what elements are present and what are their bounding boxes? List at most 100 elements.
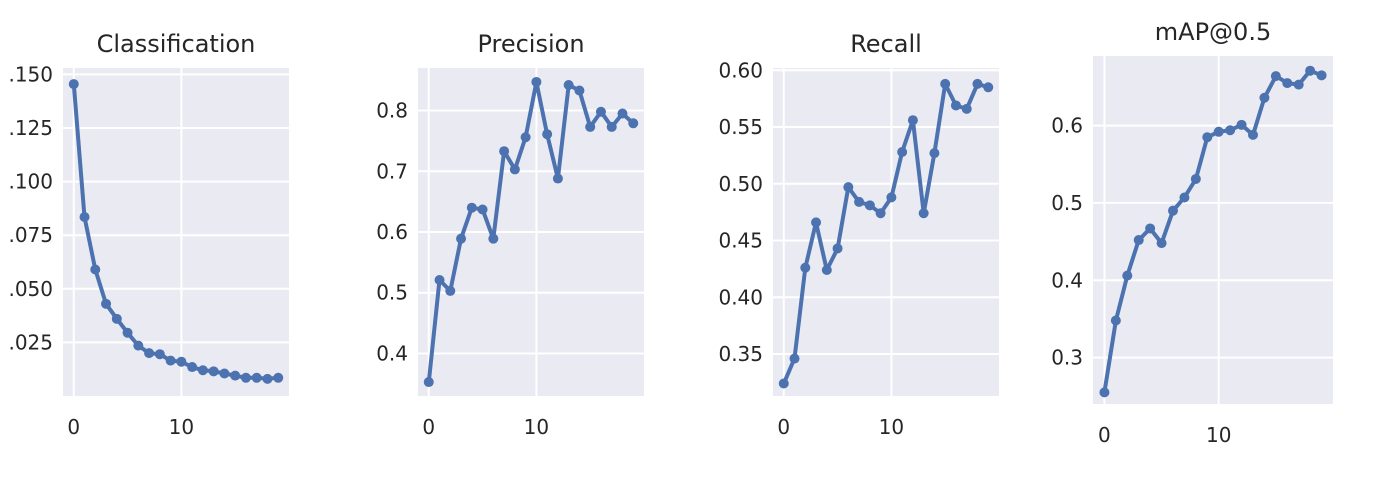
data-point: [854, 196, 865, 207]
data-point: [1305, 65, 1316, 76]
data-point: [907, 115, 918, 126]
data-point: [509, 164, 520, 175]
data-point: [961, 103, 972, 114]
data-point: [918, 208, 929, 219]
data-point: [585, 121, 596, 132]
data-point: [1179, 192, 1190, 203]
data-point: [111, 313, 122, 324]
data-point: [520, 132, 531, 143]
x-tick-label: 10: [169, 415, 194, 439]
plot-area-classification: [63, 68, 289, 396]
data-point: [843, 182, 854, 193]
data-point: [1225, 125, 1236, 136]
data-point: [1202, 132, 1213, 143]
data-point: [800, 262, 811, 273]
data-point: [423, 377, 434, 388]
y-tick-label: .125: [8, 116, 53, 140]
data-point: [1316, 70, 1327, 81]
data-point: [176, 356, 187, 367]
y-tick-label: .150: [8, 62, 53, 86]
y-tick-label: 0.5: [1051, 191, 1083, 215]
x-tick-label: 0: [67, 415, 80, 439]
data-point: [230, 370, 241, 381]
y-tick-label: 0.5: [376, 281, 408, 305]
data-point: [940, 78, 951, 89]
data-point: [1145, 223, 1156, 234]
data-point: [1190, 173, 1201, 184]
chart-title-map: mAP@0.5: [1155, 18, 1271, 46]
chart-title-recall: Recall: [850, 30, 922, 58]
data-point: [477, 204, 488, 215]
data-point: [273, 372, 284, 383]
data-point: [1156, 238, 1167, 249]
y-tick-label: .050: [8, 277, 53, 301]
y-tick-label: 0.3: [1051, 346, 1083, 370]
data-point: [811, 217, 822, 228]
y-tick-label: 0.4: [376, 341, 408, 365]
data-point: [617, 108, 628, 119]
data-point: [1122, 270, 1133, 281]
x-tick-label: 0: [777, 415, 790, 439]
data-point: [563, 80, 574, 91]
data-point: [144, 348, 155, 359]
data-point: [950, 100, 961, 111]
data-point: [875, 208, 886, 219]
chart-title-classification: Classification: [97, 30, 256, 58]
y-tick-label: 0.6: [376, 220, 408, 244]
y-tick-label: 0.8: [376, 99, 408, 123]
data-point: [972, 78, 983, 89]
data-point: [1270, 71, 1281, 82]
data-point: [154, 349, 165, 360]
y-tick-label: 0.45: [718, 229, 763, 253]
plot-area-recall: [773, 68, 999, 396]
data-point: [821, 265, 832, 276]
data-point: [1248, 129, 1258, 140]
data-point: [1168, 205, 1178, 216]
y-tick-label: .025: [8, 330, 53, 354]
data-point: [101, 298, 112, 309]
data-point: [628, 118, 639, 129]
data-point: [208, 366, 219, 377]
y-tick-label: 0.6: [1051, 114, 1083, 138]
data-point: [456, 233, 467, 244]
y-tick-label: 0.55: [718, 115, 763, 139]
y-tick-label: 0.7: [376, 159, 408, 183]
data-point: [466, 202, 477, 213]
data-point: [499, 146, 510, 157]
data-point: [574, 85, 585, 96]
data-point: [251, 372, 262, 383]
data-point: [789, 353, 800, 364]
chart-panel-classification: Classification .025 .050 .075 .100 .125 .150 0…: [8, 30, 289, 439]
data-point: [488, 233, 499, 244]
chart-panel-precision: Precision 0.4 0.5 0.6 0.7 0.8 0 10: [376, 30, 644, 439]
data-point: [1236, 119, 1247, 130]
data-point: [1282, 78, 1293, 89]
data-point: [68, 79, 79, 90]
chart-panel-map: mAP@0.5 0.3 0.4 0.5 0.6 0 10: [1051, 18, 1333, 447]
x-tick-label: 0: [1098, 423, 1111, 447]
x-tick-label: 10: [524, 415, 549, 439]
data-point: [262, 373, 273, 384]
data-point: [1110, 315, 1121, 326]
data-point: [79, 211, 90, 222]
data-point: [1133, 235, 1144, 246]
data-point: [983, 82, 994, 93]
data-point: [1293, 79, 1304, 90]
plot-area-map: [1093, 56, 1333, 404]
chart-panel-recall: Recall 0.35 0.40 0.45 0.50 0.55 0.60 0 10: [718, 30, 999, 439]
y-tick-label: 0.4: [1051, 268, 1083, 292]
data-point: [864, 200, 875, 211]
x-tick-label: 10: [879, 415, 904, 439]
data-point: [886, 192, 897, 203]
data-point: [165, 355, 176, 366]
data-point: [606, 121, 617, 132]
data-point: [219, 368, 230, 379]
data-point: [1099, 387, 1110, 398]
data-point: [531, 76, 542, 87]
data-point: [542, 129, 553, 140]
y-tick-label: 0.35: [718, 342, 763, 366]
data-point: [778, 378, 789, 389]
data-point: [552, 173, 563, 184]
data-point: [445, 285, 456, 296]
